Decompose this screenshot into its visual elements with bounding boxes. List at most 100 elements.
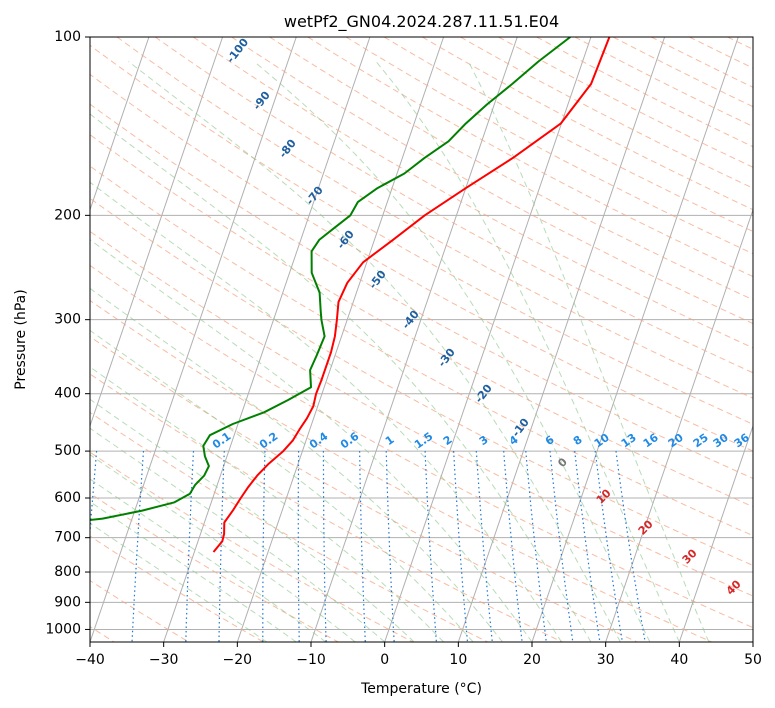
- dry-adiabat: [536, 37, 753, 148]
- chart-title: wetPf2_GN04.2024.287.11.51.E04: [284, 12, 559, 32]
- y-tick-label: 200: [54, 207, 81, 223]
- x-tick-label: −40: [75, 652, 105, 668]
- moist-adiabat: [128, 61, 621, 642]
- mixing-ratio-label: 36: [732, 431, 752, 451]
- isotherm-gridline: [605, 208, 753, 642]
- mixing-ratio-line: [503, 451, 523, 642]
- contour-labels: -100-90-80-70-60-50-40-30-20-100.1 0.2 0.4…: [210, 36, 752, 598]
- mixing-ratio-label: 8: [571, 433, 585, 448]
- mixing-ratio-line: [359, 451, 366, 642]
- y-tick-label: 1000: [45, 621, 81, 637]
- mixing-ratio-line: [549, 451, 574, 642]
- dry-adiabat: [90, 373, 563, 642]
- dry-adiabat: [231, 37, 753, 325]
- y-axis-label: Pressure (hPa): [13, 289, 29, 389]
- mixing-ratio-label: 2: [441, 433, 455, 448]
- mixing-ratio-label: 0.6: [338, 429, 362, 451]
- moist-adiabat: [90, 287, 503, 642]
- moist-adiabat-label: 20: [636, 517, 656, 537]
- isotherm-gridline: [457, 37, 666, 642]
- moist-adiabat-label: 0: [555, 455, 570, 470]
- dry-adiabat: [90, 103, 753, 480]
- moist-adiabat-label: 30: [680, 546, 700, 566]
- sounding-series-0: [212, 37, 611, 553]
- y-tick-label: 500: [54, 443, 81, 459]
- mixing-ratio-line: [262, 451, 266, 642]
- dry-adiabat: [90, 73, 753, 452]
- x-tick-label: 50: [744, 652, 762, 668]
- dry-adiabat: [90, 535, 264, 642]
- moist-adiabat: [90, 478, 327, 642]
- moist-adiabat: [253, 61, 651, 642]
- mixing-ratio-label: 25: [691, 431, 711, 450]
- moist-adiabat: [90, 181, 562, 642]
- dry-adiabat: [193, 37, 753, 349]
- moist-adiabat: [90, 113, 592, 642]
- y-tick-label: 900: [54, 594, 81, 610]
- mixing-ratio-label: 6: [543, 433, 557, 448]
- mixing-ratio-label: 1: [383, 433, 397, 448]
- dry-adiabat: [766, 37, 775, 642]
- mixing-ratio-label: 1.5: [412, 430, 435, 452]
- mixing-ratio-line: [385, 451, 395, 642]
- dry-adiabat-label: -100: [224, 36, 251, 66]
- y-tick-label: 600: [54, 490, 81, 506]
- moist-adiabat: [90, 398, 415, 642]
- dry-adiabat-label: -70: [303, 184, 326, 208]
- mixing-ratio-label: 0.2: [257, 430, 280, 452]
- dry-adiabat: [90, 299, 712, 642]
- mixing-ratio-line: [218, 451, 225, 642]
- y-tick-label: 400: [54, 386, 81, 402]
- dry-adiabat: [90, 492, 339, 642]
- x-tick-label: −10: [296, 652, 326, 668]
- dry-adiabat: [90, 165, 753, 537]
- isotherm-gridline: [90, 37, 150, 212]
- moist-adiabat: [375, 61, 680, 642]
- x-tick-label: 0: [380, 652, 389, 668]
- x-tick-label: 10: [449, 652, 467, 668]
- dry-adiabat: [90, 264, 753, 629]
- mixing-ratio-line: [475, 451, 493, 642]
- isotherm-gridline: [163, 37, 371, 642]
- isotherm-gridline: [752, 640, 753, 642]
- y-tick-label: 100: [54, 29, 81, 45]
- x-tick-label: −20: [223, 652, 253, 668]
- dry-adiabat-label: -90: [250, 89, 273, 113]
- x-tick-label: −30: [149, 652, 179, 668]
- dry-adiabat: [90, 44, 753, 425]
- mixing-ratio-line: [453, 451, 469, 642]
- dry-adiabat-label: -30: [435, 346, 458, 370]
- dry-adiabat: [383, 37, 753, 233]
- moist-adiabat: [90, 366, 444, 642]
- x-tick-label: 30: [597, 652, 615, 668]
- isotherm-gridline: [0, 37, 75, 642]
- moist-adiabat: [90, 454, 356, 642]
- y-tick-label: 300: [54, 312, 81, 328]
- isotherm-gridline: [384, 37, 592, 642]
- moist-adiabat: [468, 61, 710, 642]
- mixing-ratio-line: [424, 451, 437, 642]
- moist-adiabat: [90, 239, 533, 642]
- dry-adiabat: [574, 37, 753, 128]
- sounding-series-1: [90, 37, 571, 522]
- dry-adiabat: [154, 37, 753, 374]
- mixing-ratio-label: 20: [666, 431, 686, 451]
- plot-area: [0, 37, 775, 642]
- y-tick-label: 800: [54, 564, 81, 580]
- moist-adiabat: [90, 522, 268, 642]
- mixing-ratio-line: [297, 451, 300, 642]
- moist-adiabat: [90, 329, 474, 642]
- y-tick-label: 700: [54, 530, 81, 546]
- axes: −40 −30 −20 −10 0 10 20 30 40 5010020030040050060…: [45, 29, 762, 668]
- isotherm-gridline: [678, 424, 753, 642]
- mixing-ratio-line: [525, 451, 547, 642]
- mixing-ratio-line: [594, 451, 623, 642]
- mixing-ratio-line: [574, 451, 601, 642]
- isotherm-gridline: [0, 37, 2, 642]
- dry-adiabat: [90, 230, 753, 597]
- dry-adiabat: [650, 37, 753, 88]
- isotherm-gridline: [531, 37, 739, 642]
- mixing-ratio-label: 3: [477, 433, 491, 448]
- dry-adiabat: [90, 336, 638, 642]
- dry-adiabat-label: -40: [399, 308, 422, 332]
